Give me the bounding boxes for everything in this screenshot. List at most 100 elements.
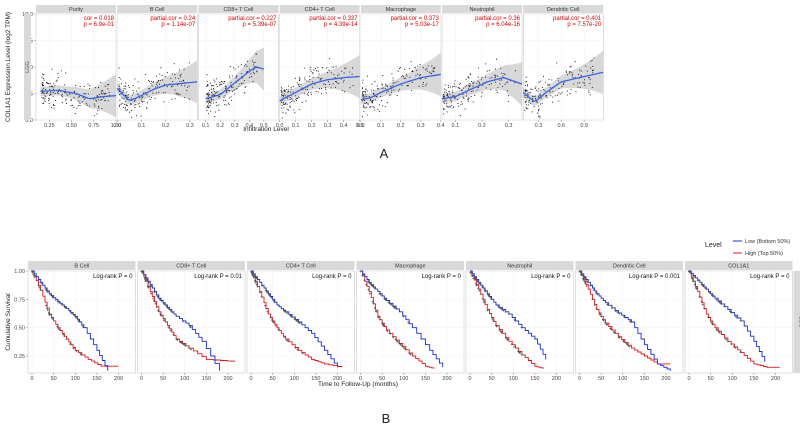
censor-mark (703, 307, 706, 310)
data-point (225, 85, 227, 88)
data-point (308, 75, 310, 77)
panel-strip-label: Purity (69, 7, 83, 13)
censor-mark (400, 344, 403, 347)
data-point (538, 81, 540, 83)
data-point (310, 93, 312, 95)
data-point (376, 85, 378, 87)
censor-mark (701, 284, 704, 287)
panel-strip-label: Macrophage (386, 7, 417, 13)
data-point (132, 84, 134, 86)
data-point (170, 77, 172, 80)
data-point (422, 81, 425, 84)
data-point (45, 89, 47, 91)
data-point (83, 85, 85, 87)
data-point (320, 93, 322, 95)
data-point (331, 66, 333, 68)
data-point (419, 64, 421, 66)
data-point (571, 71, 573, 73)
data-point (426, 70, 428, 72)
data-point (206, 74, 208, 76)
data-point (209, 82, 212, 84)
data-point (577, 82, 579, 84)
data-point (478, 81, 480, 83)
confidence-band (40, 73, 116, 118)
data-point (386, 85, 388, 87)
data-point (399, 67, 401, 69)
data-point (221, 83, 223, 85)
censor-mark (383, 325, 386, 328)
data-point (419, 74, 421, 76)
data-point (525, 90, 527, 92)
panel-label-b: B (382, 411, 391, 426)
data-point (463, 97, 465, 99)
censor-mark (582, 278, 585, 281)
data-point (341, 89, 343, 91)
data-point (320, 78, 322, 80)
data-point (50, 91, 52, 94)
data-point (461, 103, 464, 105)
data-point (236, 88, 238, 90)
data-point (443, 107, 445, 109)
data-point (546, 97, 548, 99)
data-point (181, 80, 183, 82)
data-point (588, 91, 590, 93)
data-point (433, 67, 435, 69)
data-point (362, 96, 364, 98)
scatter-panel-cd8-t-cell: CD8+ T Cell 0.1 0.2 0.3 0.4 0.5 partial.cor = … (198, 5, 279, 129)
data-point (160, 67, 162, 69)
data-point (124, 108, 126, 110)
data-point (253, 73, 255, 75)
censor-mark (478, 289, 481, 292)
censor-mark (399, 343, 402, 346)
data-point (314, 83, 316, 85)
data-point (538, 115, 540, 117)
data-point (444, 102, 446, 104)
censor-mark (715, 298, 718, 301)
data-point (98, 106, 100, 108)
data-point (284, 95, 286, 97)
censor-mark (513, 345, 516, 348)
data-point (214, 111, 216, 113)
data-point (238, 85, 240, 88)
data-point (444, 84, 446, 86)
data-point (460, 101, 462, 103)
data-point (579, 87, 581, 89)
censor-mark (500, 331, 503, 334)
data-point (213, 79, 215, 81)
data-point (144, 73, 146, 75)
data-point (455, 86, 457, 88)
data-point (467, 76, 469, 78)
panel-strip-label: B Cell (74, 264, 89, 270)
data-point (77, 100, 79, 102)
censor-mark (147, 281, 150, 284)
data-point (317, 67, 319, 69)
data-point (472, 83, 474, 85)
data-point (329, 83, 331, 86)
data-point (85, 93, 87, 95)
data-point (524, 109, 526, 111)
data-point (376, 88, 379, 90)
data-point (69, 93, 71, 95)
data-point (233, 89, 235, 91)
censor-mark (613, 331, 616, 334)
data-point (56, 92, 59, 94)
data-point (332, 83, 334, 85)
data-point (538, 95, 540, 97)
data-point (317, 91, 319, 93)
data-point (146, 94, 148, 96)
data-point (508, 94, 510, 96)
data-point (43, 85, 45, 87)
data-point (385, 83, 387, 85)
data-point (118, 84, 120, 86)
data-point (55, 80, 57, 82)
x-tick-label: 200 (333, 376, 342, 382)
data-point (250, 73, 252, 75)
data-point (343, 72, 345, 74)
data-point (150, 81, 152, 83)
data-point (280, 101, 283, 103)
data-point (281, 90, 283, 92)
censor-mark (54, 298, 57, 301)
data-point (83, 98, 85, 100)
data-point (539, 94, 541, 96)
